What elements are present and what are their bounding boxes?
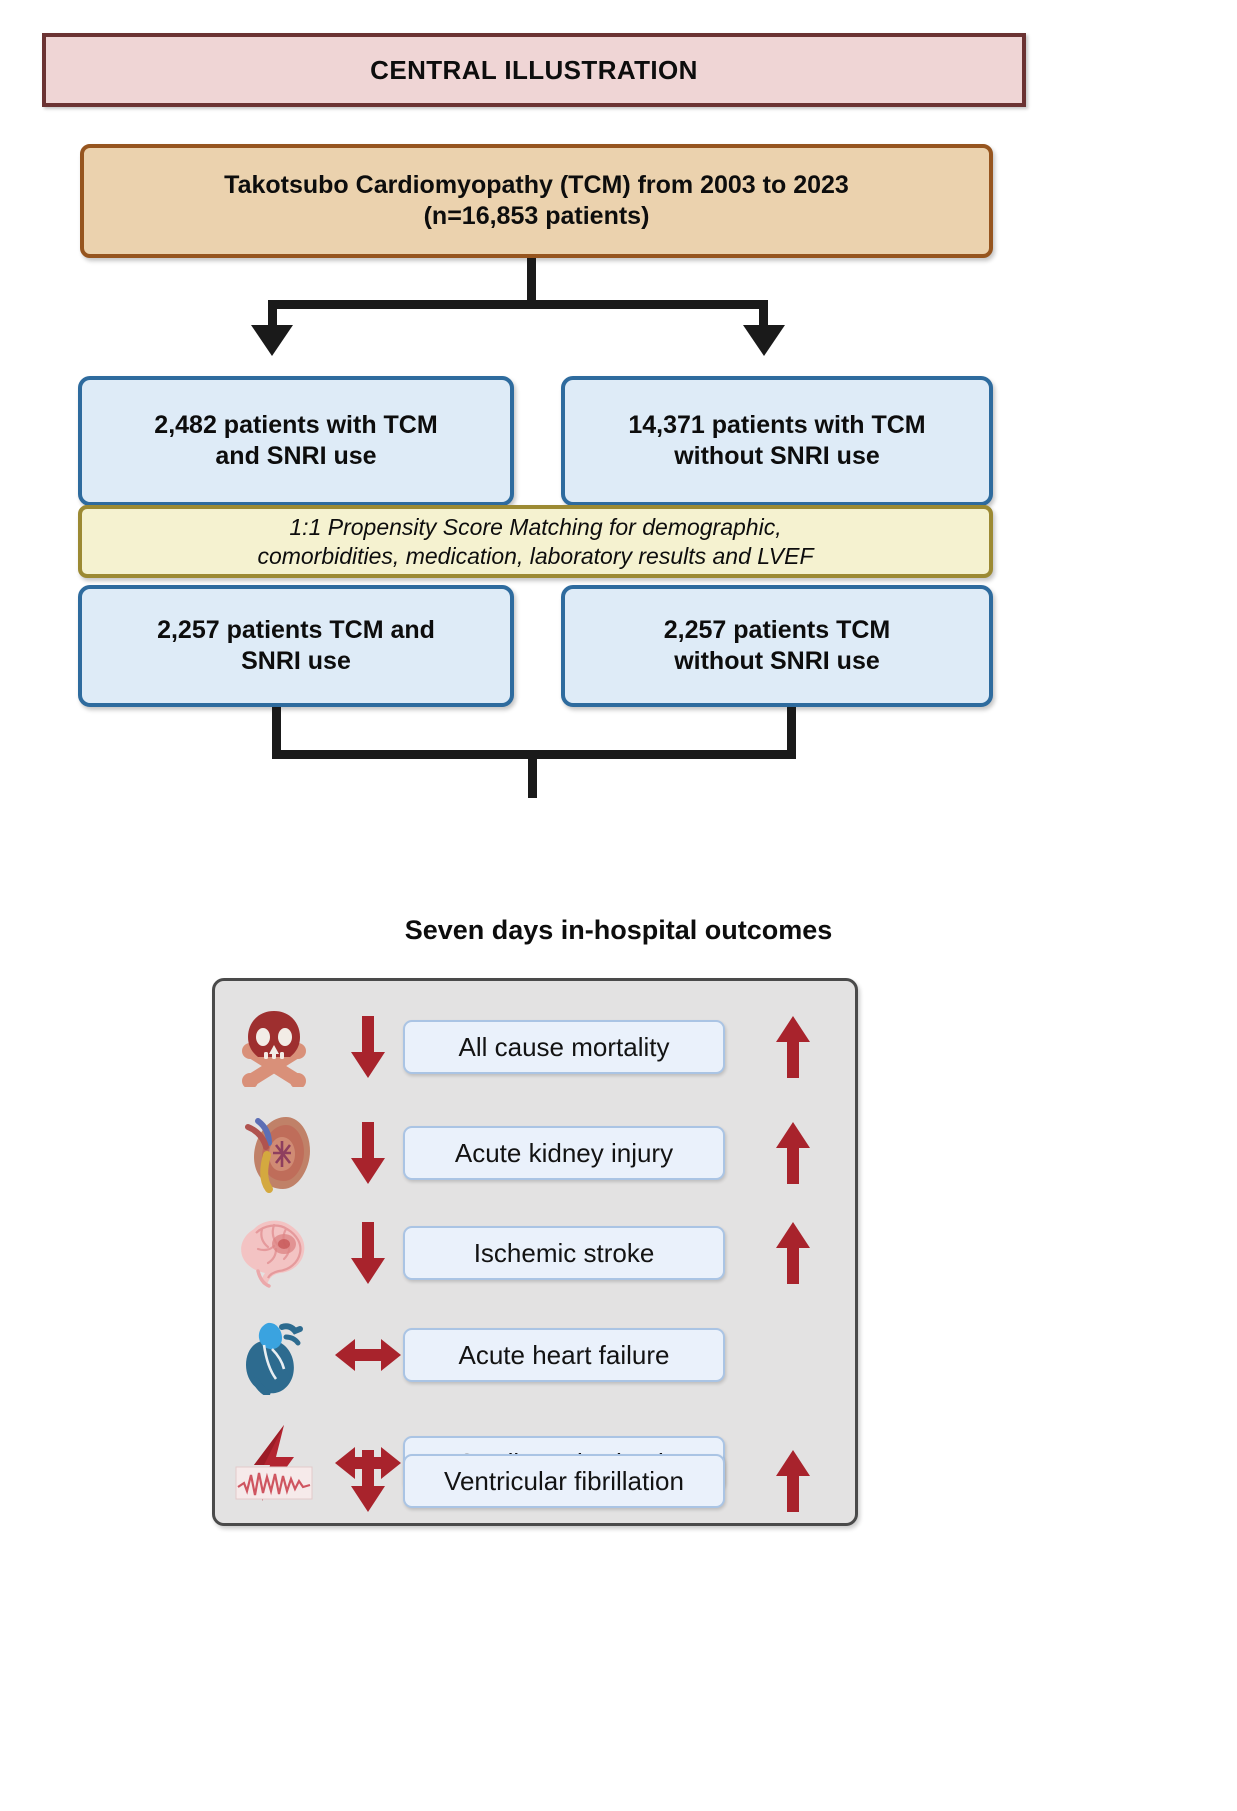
group-box-snri-use: 2,482 patients with TCM and SNRI use [78,376,514,506]
cohort-box: Takotsubo Cardiomyopathy (TCM) from 2003… [80,144,993,258]
propensity-matching-box: 1:1 Propensity Score Matching for demogr… [78,505,993,578]
ecg-waveform-icon [215,1441,333,1521]
matched-no-snri-line1: 2,257 patients TCM [663,615,891,644]
connector-split-bar [268,300,768,309]
group-no-snri-line1: 14,371 patients with TCM [628,410,926,439]
connector-right-drop [759,300,768,328]
connector-merge-left [272,707,281,754]
matched-snri-line1: 2,257 patients TCM and [157,615,435,644]
outcome-label-pill: Ischemic stroke [403,1226,733,1280]
outcome-row-acute-heart-failure: Acute heart failure [215,1311,861,1399]
matched-group-box-no-snri-use: 2,257 patients TCM without SNRI use [561,585,993,707]
arrow-head-left-icon [251,325,293,356]
outcomes-heading: Seven days in-hospital outcomes [404,915,833,945]
outcome-label: Ventricular fibrillation [444,1465,684,1496]
down-arrow-icon [333,1222,403,1284]
outcome-label-pill: Acute kidney injury [403,1126,733,1180]
down-arrow-icon [333,1122,403,1184]
group-snri-line2: and SNRI use [215,442,377,470]
left-right-arrow-icon [333,1335,403,1375]
outcome-row-ventricular-fibrillation: Ventricular fibrillation [215,1437,861,1525]
outcome-row-all-cause-mortality: All cause mortality [215,1003,861,1091]
matching-line2: comorbidities, medication, laboratory re… [257,542,814,569]
outcome-label-pill: All cause mortality [403,1020,733,1074]
matching-line1: 1:1 Propensity Score Matching for demogr… [289,513,782,540]
group-box-no-snri-use: 14,371 patients with TCM without SNRI us… [561,376,993,506]
cohort-title-line2: (n=16,853 patients) [423,202,650,230]
up-arrow-icon [733,1016,853,1078]
connector-merge-right [787,707,796,754]
outcome-row-acute-kidney-injury: Acute kidney injury [215,1109,861,1197]
central-illustration-banner: CENTRAL ILLUSTRATION [42,33,1026,107]
group-snri-line1: 2,482 patients with TCM [154,410,438,439]
up-arrow-icon [733,1222,853,1284]
lightning-bolt-icon [215,1423,333,1503]
outcome-row-ischemic-stroke: Ischemic stroke [215,1209,861,1297]
matched-group-box-snri-use: 2,257 patients TCM and SNRI use [78,585,514,707]
up-arrow-icon [733,1122,853,1184]
heart-icon [215,1315,333,1395]
connector-merge-stem [528,750,537,798]
brain-icon [215,1213,333,1293]
arrow-head-right-icon [743,325,785,356]
matched-snri-line2: SNRI use [241,647,351,675]
outcome-label-pill: Acute heart failure [403,1328,733,1382]
cohort-title-line1: Takotsubo Cardiomyopathy (TCM) from 2003… [224,170,849,199]
outcome-label: Acute kidney injury [454,1137,674,1168]
down-arrow-icon [333,1450,403,1512]
outcomes-panel: All cause mortality [212,978,858,1526]
outcome-label: Ischemic stroke [473,1237,655,1268]
outcome-label-pill: Ventricular fibrillation [403,1454,733,1508]
outcome-label: Acute heart failure [458,1339,670,1370]
up-arrow-icon [733,1450,853,1512]
down-arrow-icon [333,1016,403,1078]
connector-vertical-stem [527,258,536,306]
group-no-snri-line2: without SNRI use [674,442,880,470]
banner-title: CENTRAL ILLUSTRATION [370,54,698,85]
connector-left-drop [268,300,277,328]
kidney-icon [215,1113,333,1193]
skull-crossbones-icon [215,1007,333,1087]
matched-no-snri-line2: without SNRI use [674,647,880,675]
outcome-label: All cause mortality [458,1031,670,1062]
